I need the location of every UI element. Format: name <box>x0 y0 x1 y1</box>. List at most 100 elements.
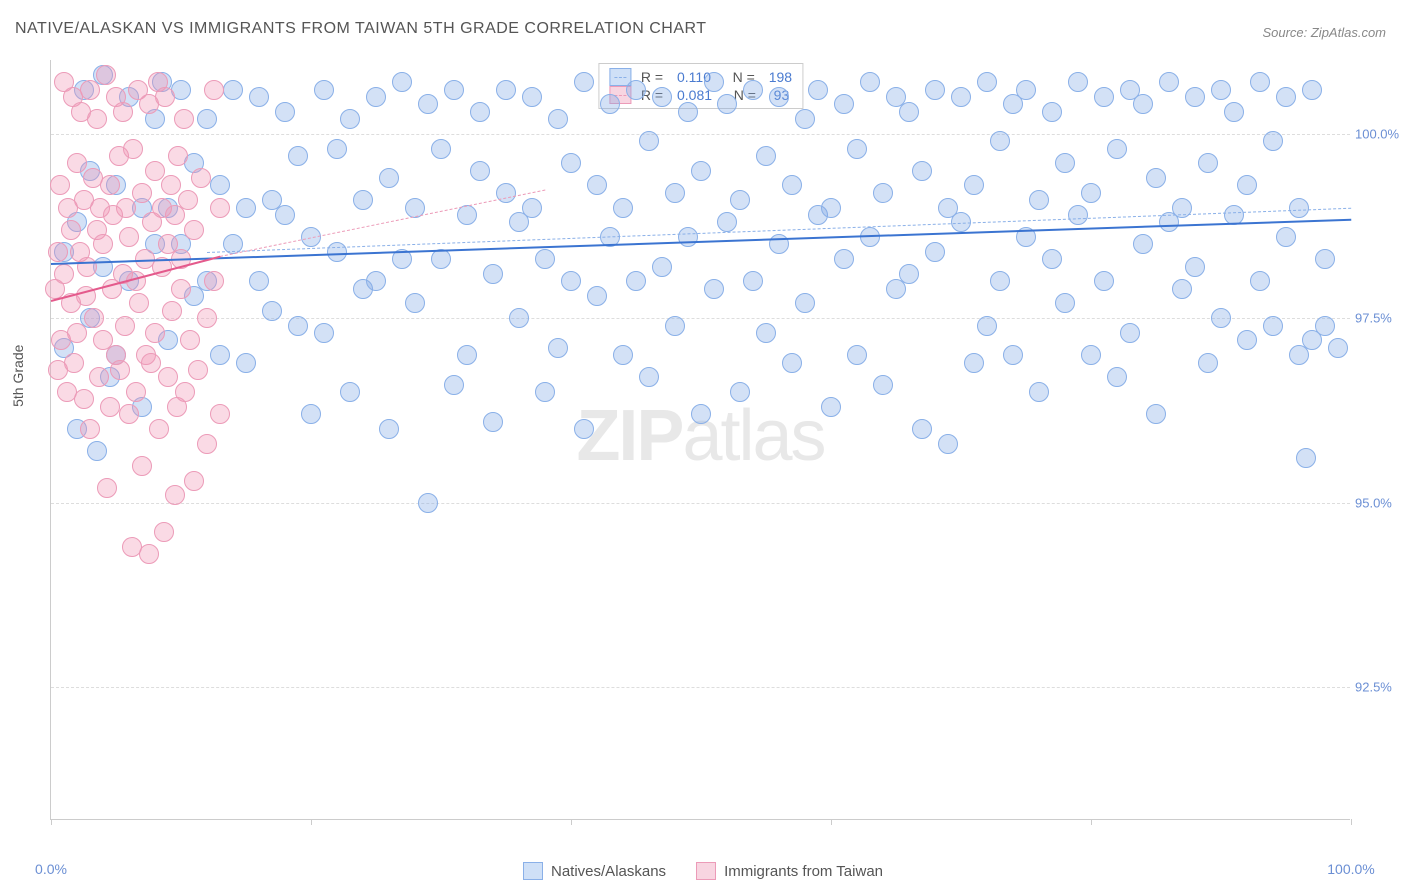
data-point <box>795 293 815 313</box>
data-point <box>431 139 451 159</box>
data-point <box>548 109 568 129</box>
data-point <box>210 175 230 195</box>
x-tick <box>1091 819 1092 825</box>
data-point <box>1146 404 1166 424</box>
data-point <box>561 271 581 291</box>
data-point <box>938 434 958 454</box>
data-point <box>1185 87 1205 107</box>
data-point <box>704 279 724 299</box>
data-point <box>366 271 386 291</box>
data-point <box>470 102 490 122</box>
data-point <box>210 345 230 365</box>
data-point <box>174 109 194 129</box>
data-point <box>405 293 425 313</box>
legend-label: Natives/Alaskans <box>551 863 666 880</box>
data-point <box>178 190 198 210</box>
x-tick <box>311 819 312 825</box>
data-point <box>126 382 146 402</box>
data-point <box>149 419 169 439</box>
data-point <box>899 264 919 284</box>
data-point <box>1068 205 1088 225</box>
data-point <box>223 80 243 100</box>
data-point <box>100 397 120 417</box>
data-point <box>678 227 698 247</box>
data-point <box>275 102 295 122</box>
legend-swatch <box>696 862 716 880</box>
data-point <box>1237 330 1257 350</box>
data-point <box>100 175 120 195</box>
legend-bottom: Natives/AlaskansImmigrants from Taiwan <box>523 862 883 880</box>
x-tick <box>51 819 52 825</box>
x-tick <box>571 819 572 825</box>
data-point <box>210 198 230 218</box>
data-point <box>119 227 139 247</box>
stat-n-value: 198 <box>769 69 792 85</box>
data-point <box>860 72 880 92</box>
data-point <box>795 109 815 129</box>
data-point <box>50 175 70 195</box>
data-point <box>204 80 224 100</box>
data-point <box>210 404 230 424</box>
data-point <box>1029 190 1049 210</box>
data-point <box>353 190 373 210</box>
trend-line <box>51 219 1351 265</box>
data-point <box>1328 338 1348 358</box>
y-tick-label: 100.0% <box>1355 126 1400 141</box>
source-label: Source: ZipAtlas.com <box>1262 25 1386 40</box>
data-point <box>288 316 308 336</box>
data-point <box>204 271 224 291</box>
data-point <box>1133 234 1153 254</box>
data-point <box>561 153 581 173</box>
data-point <box>418 493 438 513</box>
data-point <box>613 198 633 218</box>
data-point <box>1094 87 1114 107</box>
data-point <box>48 242 68 262</box>
data-point <box>145 323 165 343</box>
data-point <box>158 367 178 387</box>
data-point <box>249 271 269 291</box>
data-point <box>93 234 113 254</box>
data-point <box>61 220 81 240</box>
data-point <box>1133 94 1153 114</box>
data-point <box>522 87 542 107</box>
data-point <box>704 72 724 92</box>
data-point <box>1042 102 1062 122</box>
data-point <box>129 293 149 313</box>
x-tick <box>1351 819 1352 825</box>
data-point <box>821 397 841 417</box>
data-point <box>730 190 750 210</box>
y-tick-label: 92.5% <box>1355 680 1400 695</box>
data-point <box>522 198 542 218</box>
data-point <box>912 419 932 439</box>
data-point <box>834 249 854 269</box>
data-point <box>96 65 116 85</box>
data-point <box>249 87 269 107</box>
data-point <box>808 80 828 100</box>
data-point <box>717 212 737 232</box>
y-axis-label: 5th Grade <box>10 345 26 407</box>
data-point <box>314 323 334 343</box>
data-point <box>1107 139 1127 159</box>
data-point <box>1055 153 1075 173</box>
data-point <box>457 345 477 365</box>
data-point <box>821 198 841 218</box>
data-point <box>87 109 107 129</box>
data-point <box>678 102 698 122</box>
data-point <box>236 198 256 218</box>
data-point <box>1263 131 1283 151</box>
data-point <box>899 102 919 122</box>
data-point <box>288 146 308 166</box>
data-point <box>161 175 181 195</box>
data-point <box>1081 183 1101 203</box>
gridline-h <box>51 687 1350 688</box>
data-point <box>80 80 100 100</box>
data-point <box>1198 153 1218 173</box>
data-point <box>168 146 188 166</box>
data-point <box>262 301 282 321</box>
data-point <box>600 94 620 114</box>
y-tick-label: 95.0% <box>1355 495 1400 510</box>
data-point <box>1289 198 1309 218</box>
data-point <box>141 353 161 373</box>
data-point <box>990 131 1010 151</box>
data-point <box>340 382 360 402</box>
